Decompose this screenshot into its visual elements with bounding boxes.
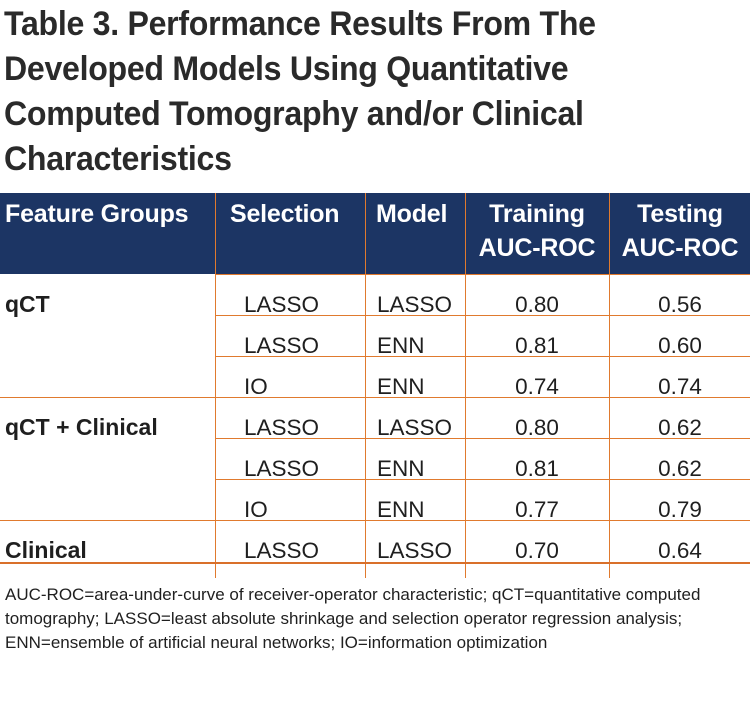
- header-training: Training AUC-ROC: [466, 197, 608, 278]
- row-rule: [215, 356, 750, 357]
- training-auc-cell: 0.70: [515, 538, 559, 563]
- training-auc-cell: 0.77: [515, 497, 559, 522]
- header-model: Model: [376, 197, 447, 278]
- header-testing: Testing AUC-ROC: [610, 197, 750, 278]
- selection-cell: LASSO: [244, 292, 320, 317]
- testing-auc-cell: 0.79: [658, 497, 702, 522]
- model-cell: LASSO: [377, 415, 453, 440]
- column-rule: [365, 274, 366, 578]
- table-header: Feature Groups Selection Model Training …: [0, 193, 750, 274]
- header-divider: [465, 193, 466, 274]
- group-rule: [0, 397, 750, 398]
- table-row: IO ENN 0.74 0.74: [0, 366, 750, 407]
- table-row: LASSO ENN 0.81 0.60: [0, 325, 750, 366]
- model-cell: ENN: [377, 456, 425, 481]
- feature-group-cell: qCT: [5, 291, 50, 317]
- selection-cell: IO: [244, 374, 268, 399]
- table-body: qCT LASSO LASSO 0.80 0.56 LASSO ENN 0.81…: [0, 274, 750, 578]
- table-bottom-rule: [0, 562, 750, 564]
- testing-auc-cell: 0.60: [658, 333, 702, 358]
- header-training-line1: Training: [489, 200, 585, 228]
- training-auc-cell: 0.81: [515, 456, 559, 481]
- testing-auc-cell: 0.74: [658, 374, 702, 399]
- group-rule: [0, 520, 750, 521]
- training-auc-cell: 0.74: [515, 374, 559, 399]
- selection-cell: LASSO: [244, 333, 320, 358]
- row-rule: [215, 274, 750, 275]
- header-feature-groups: Feature Groups: [5, 197, 189, 278]
- table-row: LASSO ENN 0.81 0.62: [0, 448, 750, 489]
- table-row: Clinical LASSO LASSO 0.70 0.64: [0, 530, 750, 571]
- model-cell: LASSO: [377, 538, 453, 563]
- selection-cell: LASSO: [244, 456, 320, 481]
- column-rule: [609, 274, 610, 578]
- header-training-line2: AUC-ROC: [478, 234, 596, 262]
- header-testing-line2: AUC-ROC: [621, 234, 739, 262]
- table-footnote: AUC-ROC=area-under-curve of receiver-ope…: [5, 585, 701, 652]
- feature-group-cell: qCT + Clinical: [5, 414, 158, 440]
- model-cell: ENN: [377, 497, 425, 522]
- testing-auc-cell: 0.64: [658, 538, 702, 563]
- header-divider: [365, 193, 366, 274]
- table-row: qCT LASSO LASSO 0.80 0.56: [0, 284, 750, 325]
- results-table: Feature Groups Selection Model Training …: [0, 193, 750, 578]
- row-rule: [215, 479, 750, 480]
- column-rule: [215, 274, 216, 578]
- row-rule: [215, 315, 750, 316]
- training-auc-cell: 0.81: [515, 333, 559, 358]
- feature-group-cell: Clinical: [5, 537, 87, 563]
- header-testing-line1: Testing: [637, 200, 723, 228]
- header-divider: [215, 193, 216, 274]
- header-selection: Selection: [230, 197, 340, 278]
- training-auc-cell: 0.80: [515, 415, 559, 440]
- table-row: qCT + Clinical LASSO LASSO 0.80 0.62: [0, 407, 750, 448]
- column-rule: [465, 274, 466, 578]
- testing-auc-cell: 0.62: [658, 415, 702, 440]
- selection-cell: LASSO: [244, 415, 320, 440]
- table-title: Table 3. Performance Results From The De…: [4, 5, 596, 178]
- row-rule: [215, 438, 750, 439]
- header-selection-label: Selection: [230, 200, 340, 228]
- header-divider: [609, 193, 610, 274]
- testing-auc-cell: 0.56: [658, 292, 702, 317]
- training-auc-cell: 0.80: [515, 292, 559, 317]
- model-cell: ENN: [377, 374, 425, 399]
- testing-auc-cell: 0.62: [658, 456, 702, 481]
- header-feature-groups-label: Feature Groups: [5, 200, 189, 228]
- table-row: IO ENN 0.77 0.79: [0, 489, 750, 530]
- selection-cell: IO: [244, 497, 268, 522]
- header-model-label: Model: [376, 200, 448, 228]
- selection-cell: LASSO: [244, 538, 320, 563]
- model-cell: ENN: [377, 333, 425, 358]
- model-cell: LASSO: [377, 292, 453, 317]
